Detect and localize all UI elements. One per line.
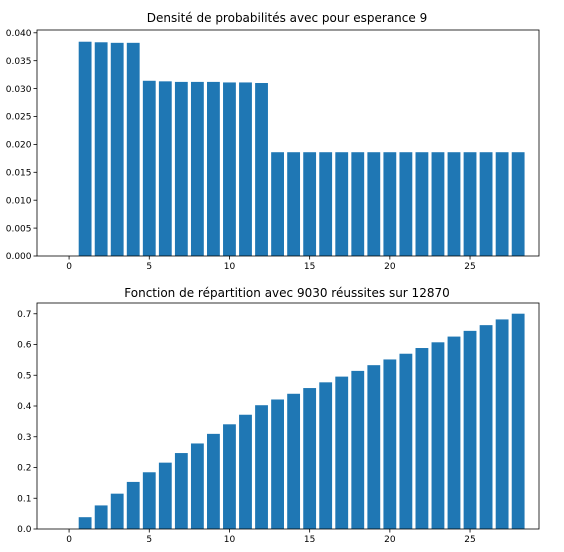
- cdf-bar: [415, 348, 429, 529]
- density-bar: [239, 82, 252, 256]
- cdf-bar: [399, 353, 413, 529]
- cdf-bar: [303, 388, 317, 529]
- density-x-tick-label: 5: [146, 262, 152, 272]
- density-bar: [335, 152, 349, 256]
- cdf-bar: [335, 376, 349, 529]
- cdf-y-tick-label: 0.5: [17, 371, 31, 381]
- density-x-tick-label: 15: [304, 262, 315, 272]
- cdf-x-tick-label: 0: [66, 535, 72, 545]
- cdf-bar: [271, 399, 284, 529]
- density-bar: [415, 152, 429, 256]
- density-y-tick-label: 0.035: [6, 57, 32, 67]
- density-x-tick-label: 10: [224, 262, 236, 272]
- density-bar: [126, 42, 140, 256]
- cdf-bar: [158, 462, 172, 529]
- cdf-bar: [287, 393, 301, 529]
- density-bar: [223, 82, 236, 256]
- density-bar: [110, 42, 124, 256]
- density-bar: [367, 152, 381, 256]
- density-bar: [142, 80, 156, 256]
- cdf-bar: [190, 443, 204, 529]
- cdf-bar: [431, 342, 445, 529]
- cdf-bar: [351, 370, 365, 529]
- cdf-x-tick-label: 5: [146, 535, 152, 545]
- cdf-bar: [383, 359, 397, 529]
- density-x-tick-label: 20: [384, 262, 396, 272]
- density-bar: [271, 152, 284, 256]
- density-plot-frame: [36, 29, 540, 257]
- density-bar: [479, 152, 493, 256]
- cdf-y-tick-label: 0.1: [17, 494, 31, 504]
- cdf-y-tick-label: 0.3: [17, 433, 31, 443]
- cdf-bar: [255, 405, 268, 529]
- cdf-y-tick-label: 0.6: [17, 341, 32, 351]
- density-bar: [94, 42, 108, 256]
- density-bar: [447, 152, 461, 256]
- density-bar: [190, 81, 204, 257]
- cdf-y-tick-label: 0.7: [17, 310, 31, 320]
- density-bar: [351, 152, 365, 256]
- cdf-bar: [367, 365, 381, 529]
- cdf-chart: Fonction de répartition avec 9030 réussi…: [17, 286, 540, 545]
- density-bar: [174, 81, 188, 257]
- cdf-bar: [126, 481, 140, 529]
- density-y-tick-label: 0.030: [6, 85, 32, 95]
- cdf-bar: [110, 493, 124, 529]
- density-bar: [431, 152, 445, 256]
- density-bar: [158, 81, 172, 256]
- density-y-tick-label: 0.040: [6, 29, 32, 39]
- density-y-tick-label: 0.020: [6, 141, 32, 151]
- density-y-tick-label: 0.025: [6, 113, 32, 123]
- cdf-y-tick-label: 0.4: [17, 402, 32, 412]
- cdf-bar: [174, 453, 188, 529]
- cdf-x-tick-label: 20: [384, 535, 396, 545]
- cdf-bar: [223, 424, 236, 529]
- cdf-bar: [94, 505, 108, 529]
- cdf-bar: [511, 313, 525, 529]
- density-bar: [255, 83, 268, 256]
- density-bar: [463, 152, 477, 256]
- cdf-x-tick-label: 10: [224, 535, 236, 545]
- density-bar: [303, 152, 317, 256]
- density-chart: Densité de probabilités avec pour espera…: [6, 11, 540, 272]
- density-y-tick-label: 0.000: [6, 252, 32, 262]
- cdf-y-tick-label: 0.2: [17, 464, 31, 474]
- density-bar: [207, 81, 220, 257]
- density-bar: [383, 152, 397, 256]
- density-bar: [319, 152, 333, 256]
- density-y-tick-label: 0.015: [6, 168, 32, 178]
- density-x-tick-label: 0: [66, 262, 72, 272]
- density-bar: [287, 152, 301, 256]
- cdf-chart-title: Fonction de répartition avec 9030 réussi…: [124, 286, 449, 300]
- density-bar: [495, 152, 509, 256]
- density-bar: [78, 41, 92, 256]
- cdf-bar: [142, 472, 156, 529]
- density-y-tick-label: 0.005: [6, 224, 32, 234]
- density-y-tick-label: 0.010: [6, 196, 32, 206]
- density-chart-title: Densité de probabilités avec pour espera…: [147, 11, 427, 25]
- density-x-tick-label: 25: [464, 262, 475, 272]
- cdf-bar: [495, 319, 509, 529]
- cdf-bar: [78, 517, 92, 529]
- cdf-y-tick-label: 0.0: [17, 525, 32, 535]
- cdf-bar: [319, 382, 333, 529]
- density-bar: [399, 152, 413, 256]
- cdf-bar: [463, 330, 477, 529]
- cdf-x-tick-label: 25: [464, 535, 475, 545]
- cdf-bar: [239, 414, 252, 529]
- cdf-bar: [479, 325, 493, 529]
- cdf-plot-frame: [36, 302, 540, 530]
- cdf-bar: [207, 433, 220, 529]
- density-bar: [511, 152, 525, 256]
- cdf-x-tick-label: 15: [304, 535, 315, 545]
- cdf-bar: [447, 336, 461, 529]
